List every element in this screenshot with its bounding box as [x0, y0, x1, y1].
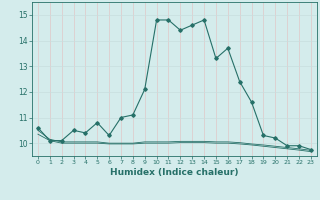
X-axis label: Humidex (Indice chaleur): Humidex (Indice chaleur)	[110, 168, 239, 177]
